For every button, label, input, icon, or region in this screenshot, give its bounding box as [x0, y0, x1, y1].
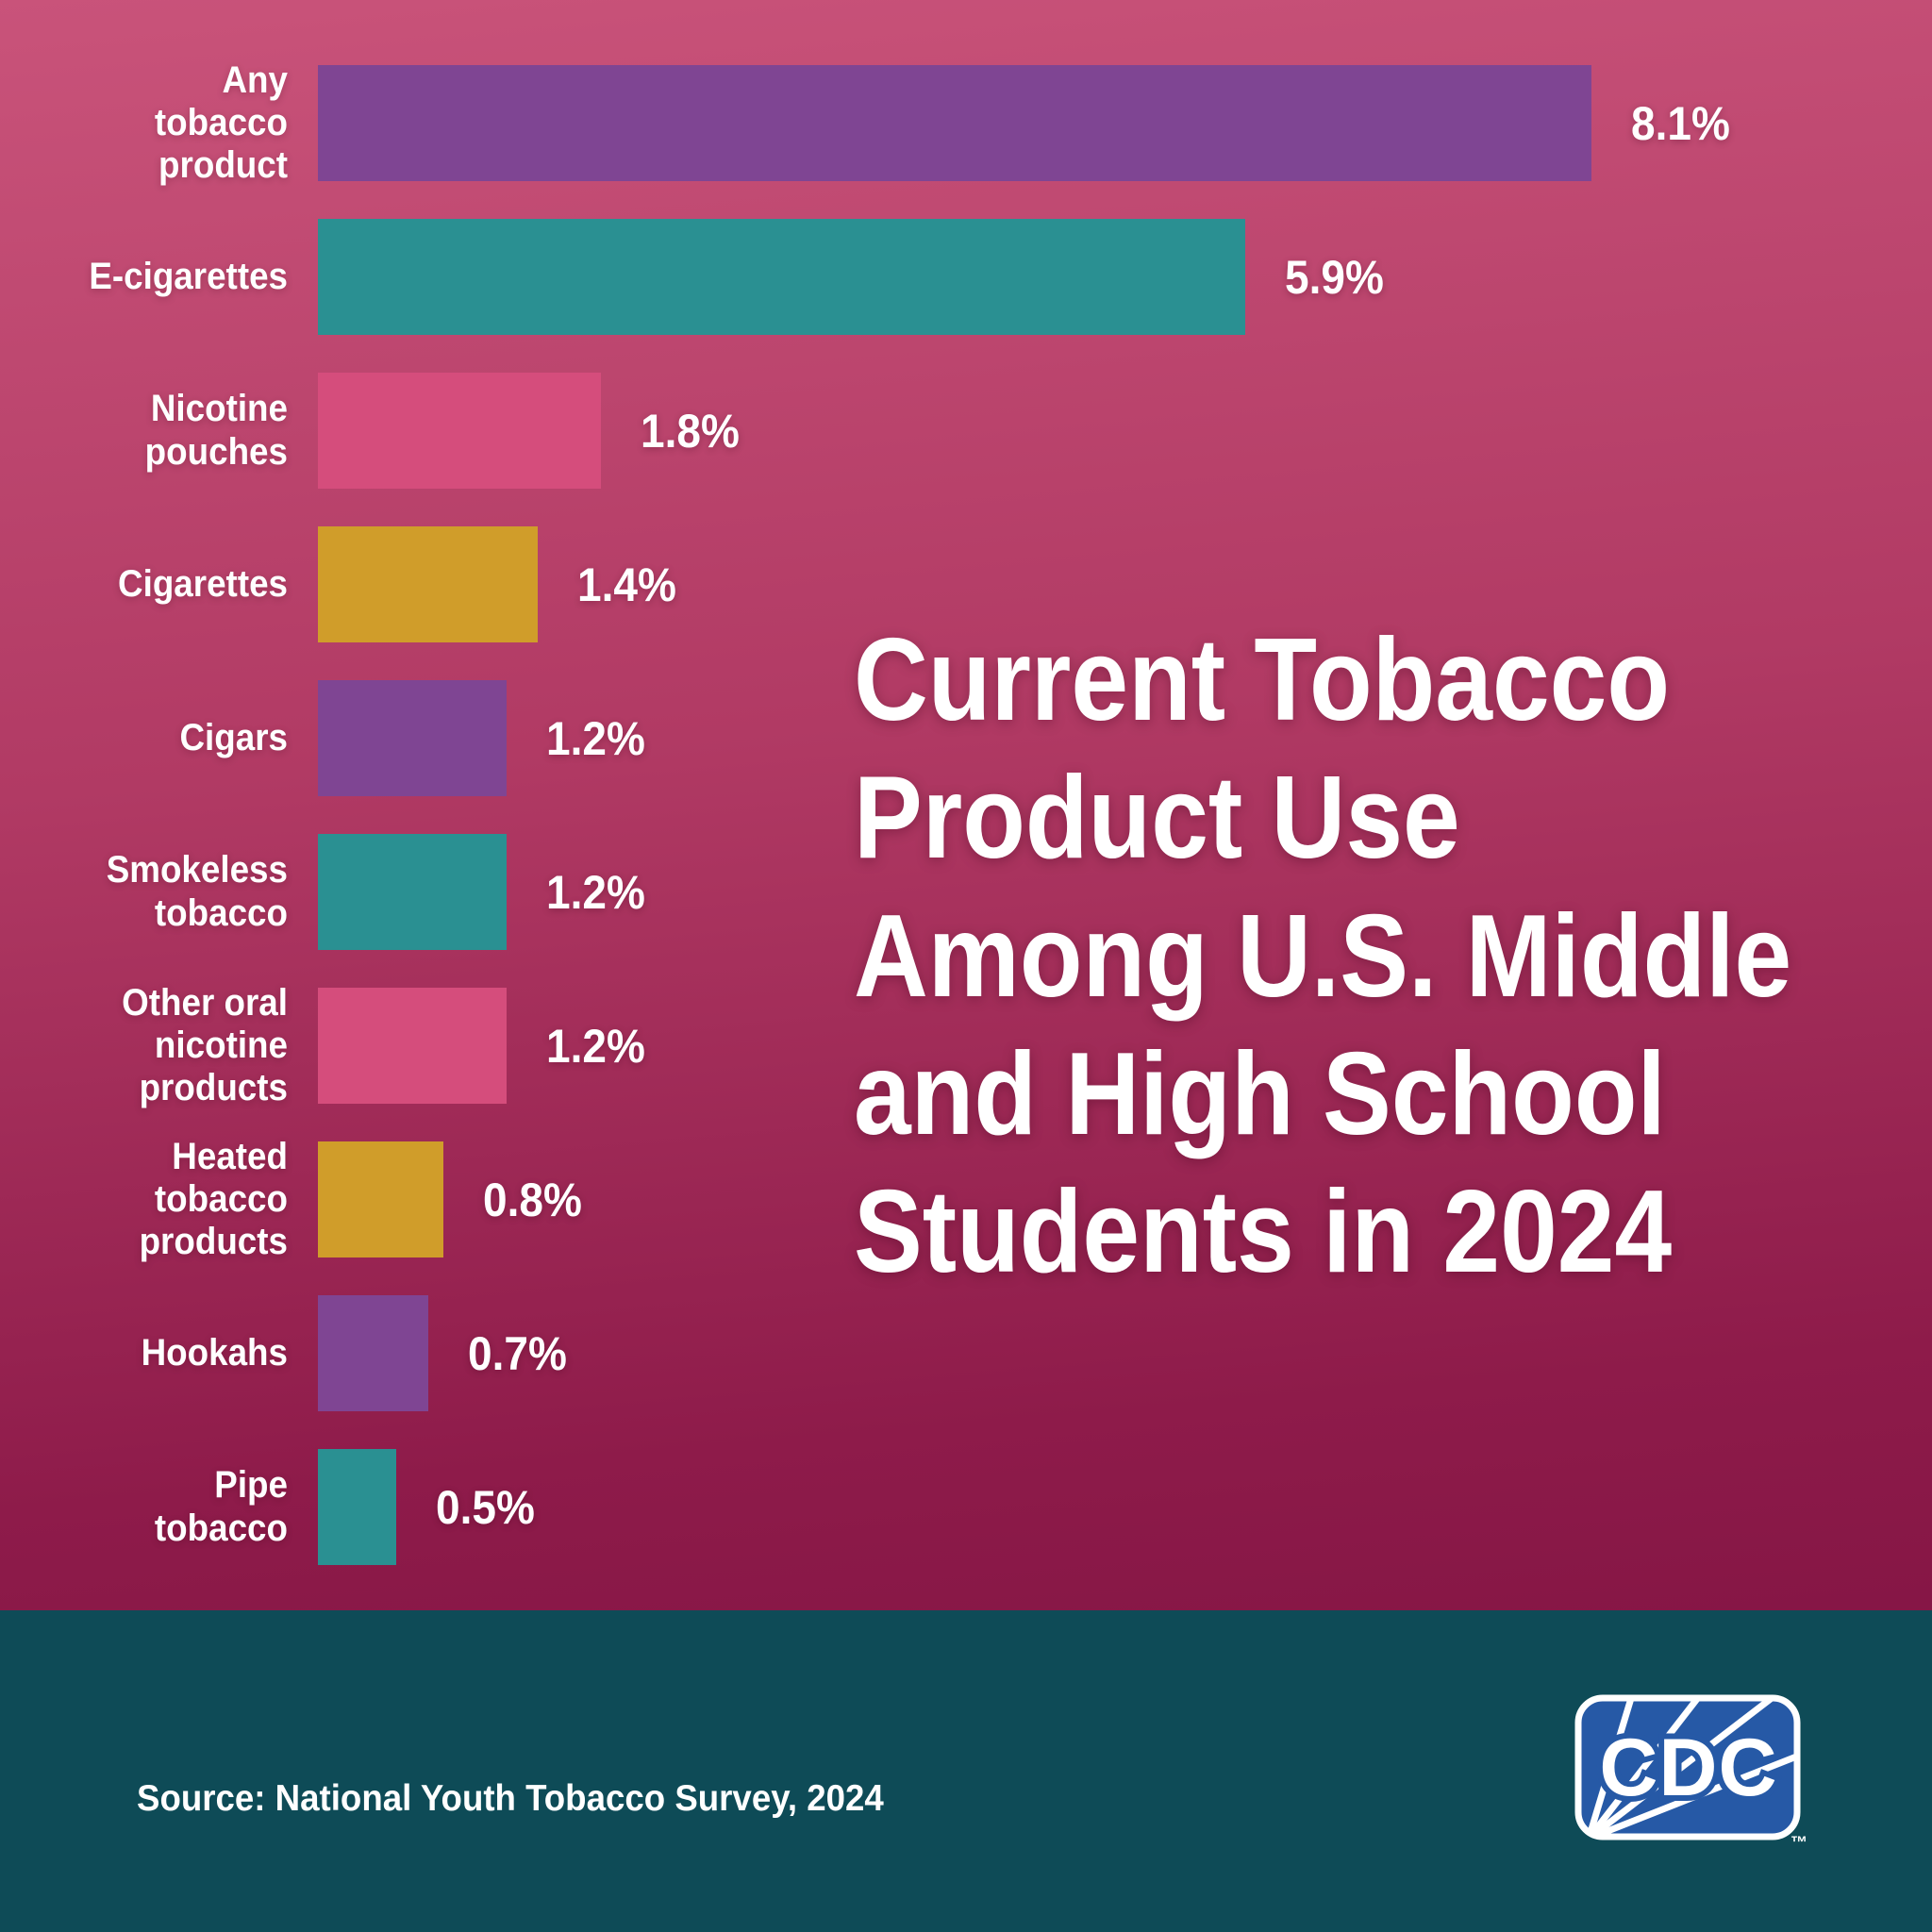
bar-purple	[318, 65, 1591, 181]
cdc-logo: CDC ™	[1574, 1694, 1807, 1852]
bar-row: E-cigarettes 5.9%	[0, 200, 1932, 354]
bar-row: Pipe tobacco 0.5%	[0, 1430, 1932, 1584]
bar-row: Cigarettes 1.4%	[0, 508, 1932, 661]
value-label: 1.2%	[546, 865, 645, 919]
value-label: 1.2%	[546, 1019, 645, 1073]
bar-row: Cigars 1.2%	[0, 661, 1932, 815]
category-label: Cigars	[179, 716, 288, 758]
value-label: 1.8%	[641, 404, 740, 458]
category-label: Cigarettes	[118, 562, 288, 605]
bar-gold	[318, 1141, 443, 1257]
category-label: E-cigarettes	[89, 255, 288, 297]
page-title: Current Tobacco Product Use Among U.S. M…	[854, 615, 1792, 1298]
bar-purple	[318, 680, 507, 796]
bar-purple	[318, 1295, 428, 1411]
bar-row: Other oral nicotine products 1.2%	[0, 969, 1932, 1123]
category-label: Other oral nicotine products	[122, 981, 288, 1109]
bar-row: Nicotine pouches 1.8%	[0, 354, 1932, 508]
bar-row: Smokeless tobacco 1.2%	[0, 815, 1932, 969]
bar-row: Heated tobacco products 0.8%	[0, 1123, 1932, 1276]
bar-teal	[318, 834, 507, 950]
bar-pink	[318, 373, 601, 489]
category-label: Smokeless tobacco	[106, 849, 288, 934]
cdc-logo-rays	[1585, 1698, 1797, 1837]
category-label: Pipe tobacco	[154, 1464, 288, 1549]
bar-pink	[318, 988, 507, 1104]
bar-teal	[318, 1449, 396, 1565]
value-label: 0.5%	[436, 1480, 535, 1534]
bar-row: Hookahs 0.7%	[0, 1276, 1932, 1430]
value-label: 1.4%	[577, 558, 676, 611]
value-label: 0.8%	[483, 1173, 582, 1226]
source-citation: Source: National Youth Tobacco Survey, 2…	[137, 1778, 884, 1819]
bar-chart: Any tobacco product 8.1% E-cigarettes 5.9% N…	[0, 46, 1932, 1584]
cdc-logo-text: CDC	[1599, 1723, 1777, 1813]
cdc-logo-trademark: ™	[1790, 1833, 1807, 1852]
footer-band: Source: National Youth Tobacco Survey, 2…	[0, 1610, 1932, 1932]
bar-gold	[318, 526, 538, 642]
bar-row: Any tobacco product 8.1%	[0, 46, 1932, 200]
value-label: 0.7%	[468, 1326, 567, 1380]
value-label: 1.2%	[546, 711, 645, 765]
value-label: 8.1%	[1631, 96, 1730, 150]
value-label: 5.9%	[1285, 250, 1384, 304]
category-label: Nicotine pouches	[144, 388, 288, 473]
category-label: Any tobacco product	[154, 58, 288, 187]
category-label: Hookahs	[141, 1331, 288, 1374]
bar-teal	[318, 219, 1245, 335]
category-label: Heated tobacco products	[139, 1135, 288, 1263]
